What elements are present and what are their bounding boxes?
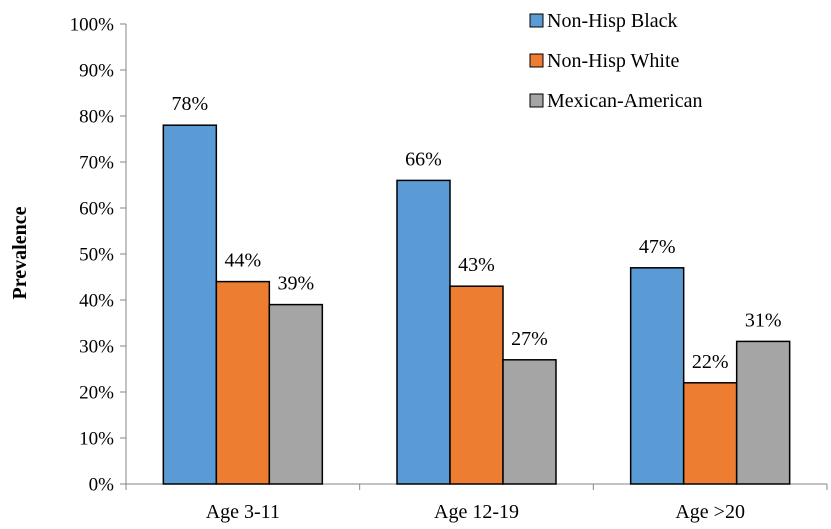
y-tick-label: 90%: [79, 61, 114, 82]
y-tick-label: 0%: [89, 475, 115, 496]
y-axis-title: Prevalence: [9, 206, 31, 299]
legend-swatch: [529, 53, 544, 68]
y-tick-label: 10%: [79, 429, 114, 450]
bar: [396, 179, 451, 485]
x-category-label: Age 3-11: [206, 501, 280, 523]
legend-swatch: [529, 13, 544, 28]
y-tick-label: 40%: [79, 291, 114, 312]
y-tick-label: 30%: [79, 337, 114, 358]
bars: [162, 124, 791, 485]
bar-value-label: 66%: [405, 148, 442, 170]
legend-swatch: [529, 93, 544, 108]
bar-value-label: 22%: [692, 351, 729, 373]
y-tick-label: 100%: [70, 15, 115, 36]
bar: [629, 267, 685, 485]
bar: [449, 285, 504, 485]
bar-value-label: 31%: [745, 309, 782, 331]
bar: [268, 303, 324, 485]
bar-value-label: 43%: [458, 254, 495, 276]
y-tick-label: 20%: [79, 383, 114, 404]
bar-value-label: 47%: [639, 236, 676, 258]
bar-value-label: 39%: [277, 273, 314, 295]
bar: [215, 280, 271, 485]
axes: 0% 10% 20% 30% 40% 50% 60% 70% 80% 90% 100% Age 3-1…: [70, 15, 828, 523]
x-category-label: Age 12-19: [434, 501, 519, 523]
bar: [162, 124, 218, 485]
y-tick-label: 80%: [79, 107, 114, 128]
bar: [735, 340, 791, 485]
x-category-label: Age >20: [675, 501, 745, 523]
bar-value-label: 44%: [224, 250, 261, 272]
y-tick-label: 50%: [79, 245, 114, 266]
bar: [682, 382, 738, 485]
bar: [502, 359, 557, 485]
y-tick-label: 70%: [79, 153, 114, 174]
legend: Non-Hisp Black Non-Hisp White Mexican-Amer…: [529, 10, 702, 112]
legend-label: Mexican-American: [547, 90, 702, 112]
legend-label: Non-Hisp White: [547, 50, 680, 72]
y-tick-label: 60%: [79, 199, 114, 220]
bar-value-label: 78%: [171, 93, 208, 115]
legend-label: Non-Hisp Black: [547, 10, 678, 32]
data-labels: 78% 44% 39% 66% 43% 27% 47% 22% 31%: [171, 93, 781, 373]
bar-value-label: 27%: [511, 328, 548, 350]
